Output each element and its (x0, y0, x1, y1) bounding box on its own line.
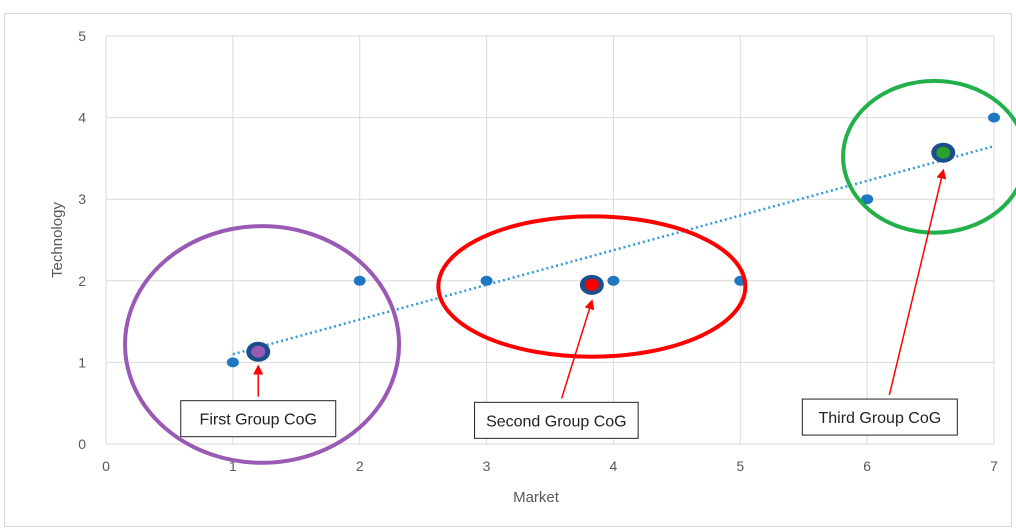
gridlines (105, 35, 995, 445)
data-point (988, 112, 1000, 123)
x-axis-title: Market (513, 489, 560, 506)
y-axis-title: Technology (49, 202, 66, 278)
annotation-arrow (888, 168, 947, 396)
y-tick-label: 5 (78, 28, 86, 44)
y-tick-label: 3 (78, 191, 86, 207)
x-tick-label: 3 (483, 458, 491, 474)
x-tick-label: 5 (736, 458, 744, 474)
x-tick-label: 0 (102, 458, 110, 474)
group-ellipse (123, 224, 402, 465)
trendline-path (232, 144, 995, 356)
y-tick-label: 4 (78, 110, 86, 126)
centers-of-gravity (246, 142, 956, 362)
annotation-label: Second Group CoG (486, 413, 627, 430)
x-tick-label: 6 (863, 458, 871, 474)
data-points (226, 112, 1000, 368)
data-point (607, 275, 620, 286)
group-ellipse (436, 214, 748, 359)
x-tick-label: 7 (990, 458, 998, 474)
cog-marker-core (936, 146, 951, 159)
annotation-box (474, 401, 639, 439)
trendline (232, 144, 995, 356)
y-tick-label: 1 (78, 354, 86, 370)
data-point (861, 194, 874, 205)
x-tick-label: 1 (229, 458, 237, 474)
group-ellipse (841, 78, 1016, 235)
y-tick-label: 0 (78, 436, 86, 452)
cog-marker-core (584, 278, 599, 291)
tick-labels: 0 1 2 3 4 5 6 7 0 1 2 3 4 5 (78, 28, 998, 474)
annotation-box (180, 400, 337, 438)
data-point (480, 275, 493, 286)
annotation-box (801, 398, 958, 436)
annotation-arrow (560, 299, 595, 399)
data-point (353, 275, 366, 286)
data-point (226, 357, 239, 368)
x-tick-label: 2 (356, 458, 364, 474)
annotation-label: Third Group CoG (818, 410, 941, 427)
x-tick-label: 4 (610, 458, 618, 474)
cog-marker-core (251, 345, 266, 358)
y-tick-label: 2 (78, 273, 86, 289)
chart-frame (4, 13, 1012, 527)
group-ellipses (123, 78, 1016, 465)
annotation-callouts: First Group CoG Second Group CoG Third Gro… (180, 398, 958, 439)
annotation-label: First Group CoG (200, 412, 317, 429)
annotation-arrows (253, 168, 947, 399)
